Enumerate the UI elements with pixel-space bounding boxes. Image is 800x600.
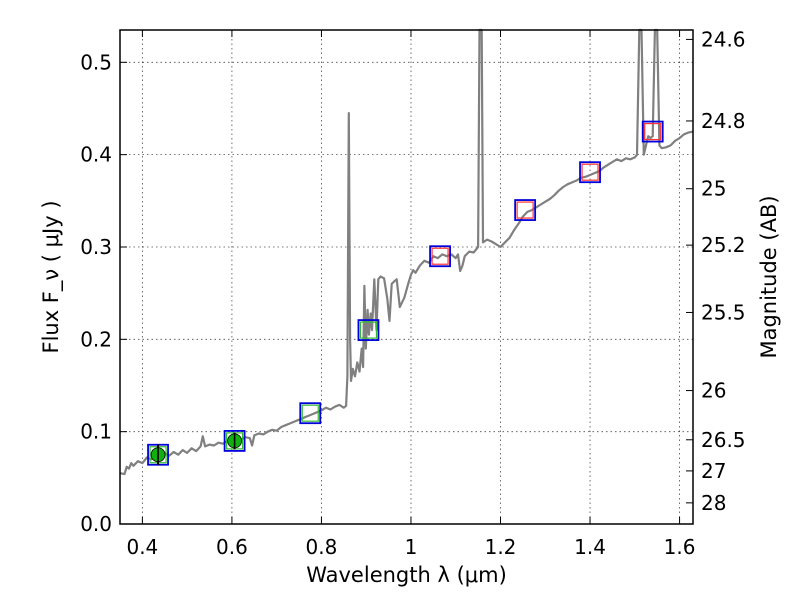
y2-tick-label: 27 [701,459,726,483]
model-flux-inner-box [359,321,378,339]
model-flux-inner-box [431,247,449,265]
model-flux-box [223,429,246,452]
model-flux-inner-box [516,201,534,219]
model-flux-box [299,402,322,425]
x-tick-label: 0.6 [216,535,248,559]
model-flux-box [429,245,451,268]
y-tick-label: 0.3 [80,235,112,259]
x-tick-label: 0.8 [306,535,338,559]
spectrum-layer [119,28,694,476]
y2-tick-label: 24.8 [701,109,746,133]
x-tick-label: 0.4 [126,535,158,559]
model-flux-inner-box [581,163,599,181]
y2-tick-label: 25.5 [701,300,746,324]
tick-layer: 0.4 0.6 0.8 1 1.2 1.4 1.6 0.0 0.1 0.2 0.3 0.4 0.5 24.… [80,27,745,559]
y-tick-label: 0.2 [80,327,112,351]
y2-axis-title: Magnitude (AB) [757,195,781,358]
x-axis-title: Wavelength λ (μm) [306,563,507,587]
x-tick-label: 1.4 [574,535,606,559]
y2-tick-label: 24.6 [701,27,746,51]
y2-tick-label: 26.5 [701,428,746,452]
x-tick-label: 1.2 [485,535,517,559]
y-tick-label: 0.1 [80,420,112,444]
x-tick-label: 1 [405,535,418,559]
y-tick-label: 0.4 [80,143,112,167]
marker-layer [147,120,664,466]
model-flux-inner-box [644,122,662,141]
model-flux-inner-box [301,404,319,422]
x-tick-label: 1.6 [664,535,696,559]
grid-layer [120,30,693,525]
y-tick-label: 0.5 [80,50,112,74]
y2-tick-label: 28 [701,491,726,515]
y-axis-title: Flux F_ν ( μJy ) [39,200,64,353]
model-flux-box [641,120,664,143]
y2-tick-label: 25.2 [701,233,746,257]
model-flux-box [514,199,537,221]
model-flux-box [579,161,601,184]
model-flux-box [357,319,380,341]
y2-tick-label: 26 [701,379,726,403]
plot-frame [119,29,694,525]
spectrum-line [119,28,694,476]
y-tick-label: 0.0 [80,512,112,536]
y2-tick-label: 25 [701,177,726,201]
